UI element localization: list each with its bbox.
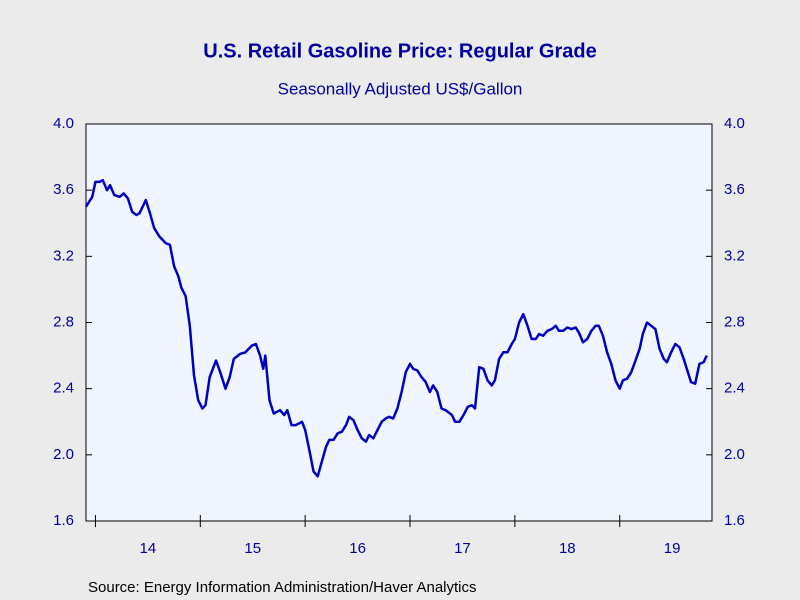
- plot-area: [85, 123, 713, 522]
- y-tick-label: 1.6: [53, 512, 74, 529]
- x-tick-label: 18: [559, 540, 576, 557]
- y-tick-label: 2.0: [53, 446, 74, 463]
- y-tick-label: 2.4: [53, 380, 74, 397]
- x-tick-label: 19: [664, 540, 681, 557]
- y-tick-label: 3.6: [53, 181, 74, 198]
- chart-title: U.S. Retail Gasoline Price: Regular Grad…: [203, 40, 596, 62]
- line-series: [84, 178, 708, 478]
- y2-tick-label: 1.6: [724, 512, 745, 529]
- x-tick-label: 15: [244, 540, 261, 557]
- chart-subtitle: Seasonally Adjusted US$/Gallon: [278, 79, 523, 98]
- y-tick-label: 4.0: [53, 115, 74, 132]
- y-tick-label: 3.2: [53, 247, 74, 264]
- y2-tick-label: 3.2: [724, 247, 745, 264]
- y-tick-label: 2.8: [53, 313, 74, 330]
- x-tick-label: 14: [140, 540, 157, 557]
- y2-tick-label: 2.0: [724, 446, 745, 463]
- y2-tick-label: 2.8: [724, 313, 745, 330]
- x-tick-label: 17: [454, 540, 471, 557]
- y2-tick-label: 4.0: [724, 115, 745, 132]
- y2-tick-label: 3.6: [724, 181, 745, 198]
- y2-tick-label: 2.4: [724, 380, 745, 397]
- x-tick-label: 16: [349, 540, 366, 557]
- source-note: Source: Energy Information Administratio…: [88, 579, 477, 596]
